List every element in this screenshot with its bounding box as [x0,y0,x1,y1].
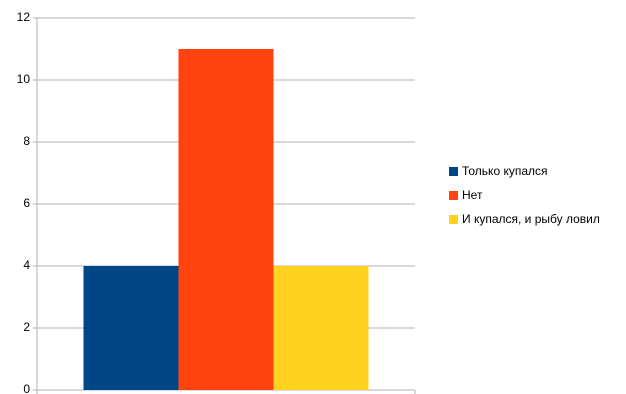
legend-label: Нет [462,188,483,202]
legend-swatch [449,191,458,200]
legend-swatch [449,215,458,224]
y-tick-label: 6 [23,196,30,210]
legend-label: Только купался [462,164,548,178]
y-tick-label: 0 [23,382,30,394]
y-tick-label: 8 [23,134,30,148]
bar [83,266,179,390]
bar [178,49,274,390]
legend-swatch [449,167,458,176]
y-tick-label: 12 [17,10,31,24]
y-tick-label: 4 [23,258,30,272]
bar [273,266,369,390]
y-tick-label: 2 [23,320,30,334]
y-tick-label: 10 [17,72,31,86]
legend-label: И купался, и рыбу ловил [462,212,600,226]
